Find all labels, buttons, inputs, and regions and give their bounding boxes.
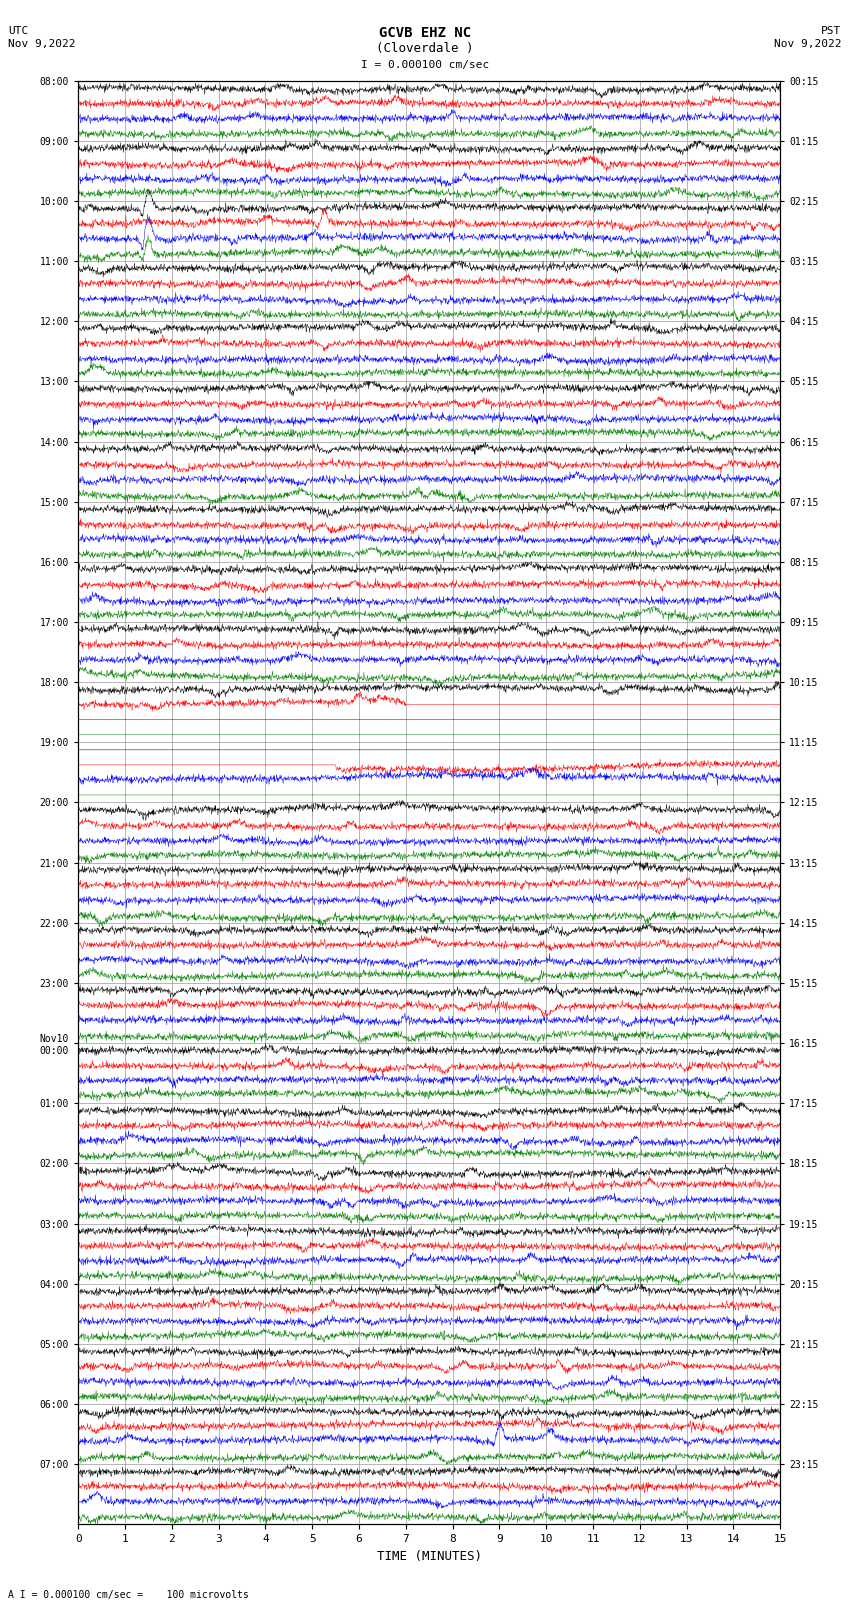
Text: I = 0.000100 cm/sec: I = 0.000100 cm/sec (361, 60, 489, 69)
Text: (Cloverdale ): (Cloverdale ) (377, 42, 473, 55)
Text: A I = 0.000100 cm/sec =    100 microvolts: A I = 0.000100 cm/sec = 100 microvolts (8, 1590, 249, 1600)
X-axis label: TIME (MINUTES): TIME (MINUTES) (377, 1550, 482, 1563)
Text: UTC: UTC (8, 26, 29, 35)
Text: GCVB EHZ NC: GCVB EHZ NC (379, 26, 471, 40)
Text: Nov 9,2022: Nov 9,2022 (8, 39, 76, 48)
Text: Nov 9,2022: Nov 9,2022 (774, 39, 842, 48)
Text: PST: PST (821, 26, 842, 35)
